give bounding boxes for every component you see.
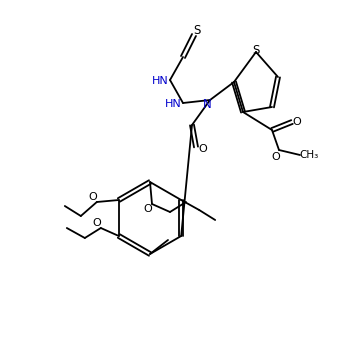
Text: CH₃: CH₃ [299,150,319,160]
Text: HN: HN [165,99,181,109]
Text: O: O [199,144,207,154]
Text: HN: HN [152,76,168,86]
Text: S: S [252,43,260,56]
Text: N: N [203,98,211,111]
Text: O: O [272,152,280,162]
Text: O: O [293,117,302,127]
Text: S: S [193,23,201,36]
Text: O: O [88,192,97,202]
Text: O: O [144,204,152,214]
Text: O: O [92,218,101,228]
